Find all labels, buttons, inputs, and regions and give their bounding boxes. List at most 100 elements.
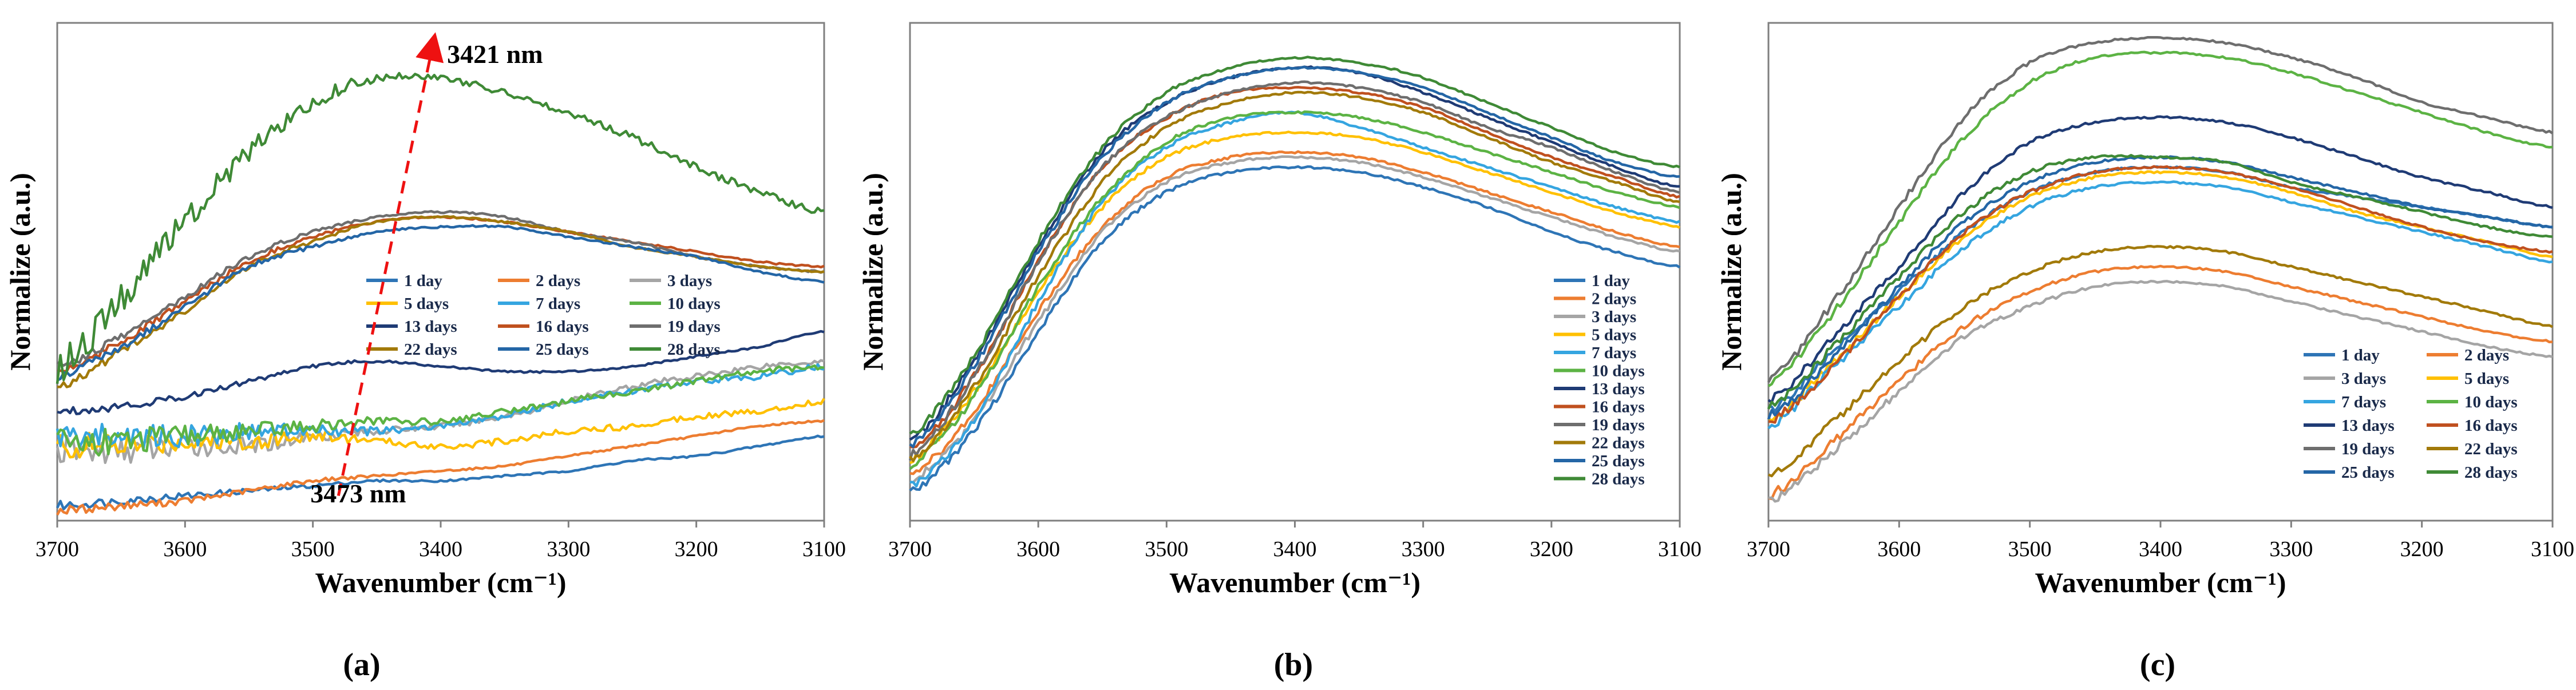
panel-label: (b): [1274, 647, 1313, 683]
legend-label: 2 days: [1592, 290, 1636, 308]
legend-label: 5 days: [1592, 326, 1636, 344]
x-tick-label: 3300: [547, 537, 590, 561]
legend-label: 22 days: [2464, 440, 2518, 458]
panel-b: 3700 3600 3500 3400 3300 3200 3100 Wavenumber (…: [857, 22, 1701, 683]
x-tick-label: 3100: [802, 537, 846, 561]
base-annotation: 3473 nm: [310, 479, 406, 508]
x-axis-title: Wavenumber (cm⁻¹): [1169, 566, 1420, 598]
series-line-16-days: [1768, 165, 2553, 424]
x-axis-title: Wavenumber (cm⁻¹): [315, 566, 566, 598]
legend-label: 25 days: [1592, 452, 1645, 470]
x-axis-title: Wavenumber (cm⁻¹): [2035, 566, 2286, 598]
series-line-3-days: [909, 155, 1680, 484]
series-line-28-days: [909, 55, 1680, 435]
legend-label: 1 day: [2341, 346, 2380, 364]
legend-label: 2 days: [536, 272, 580, 290]
legend-label: 28 days: [667, 340, 721, 359]
y-axis-title: Normalize (a.u.): [857, 173, 889, 371]
legend-label: 28 days: [1592, 470, 1645, 489]
legend-label: 16 days: [1592, 398, 1645, 417]
legend-label: 16 days: [536, 318, 589, 336]
panel-a: 3700 3600 3500 3400 3300 3200 3100 Wavenumber (…: [4, 22, 846, 683]
series-line-28-days: [56, 72, 825, 384]
x-tick-label: 3200: [2400, 537, 2444, 561]
x-tick-label: 3400: [1273, 537, 1317, 561]
legend-label: 3 days: [2341, 370, 2386, 388]
x-tick-label: 3500: [291, 537, 335, 561]
series-line-3-days: [1768, 280, 2553, 503]
legend: 1 day 2 days 3 days 5 days 7 days 10 days 13 d…: [2304, 346, 2518, 482]
legend-label: 7 days: [1592, 344, 1636, 362]
legend-label: 25 days: [2341, 463, 2395, 482]
legend-label: 19 days: [667, 318, 721, 336]
x-tick-label: 3700: [888, 537, 932, 561]
x-tick-label: 3300: [1402, 537, 1445, 561]
x-tick-label: 3200: [675, 537, 718, 561]
legend-label: 10 days: [2464, 393, 2518, 411]
x-tick-label: 3700: [1747, 537, 1790, 561]
y-axis-title: Normalize (a.u.): [1715, 173, 1747, 371]
legend-label: 25 days: [536, 340, 589, 359]
series-line-7-days: [1767, 180, 2553, 430]
x-tick-label: 3600: [1877, 537, 1921, 561]
series-line-28-days: [1767, 154, 2553, 410]
series-line-22-days: [1768, 244, 2553, 478]
peak-annotation: 3421 nm: [447, 39, 543, 69]
legend-label: 19 days: [1592, 416, 1645, 434]
legend-label: 16 days: [2464, 417, 2518, 435]
x-tick-label: 3700: [35, 537, 79, 561]
series-line-5-days: [909, 130, 1680, 465]
series-line-25-days: [57, 224, 825, 382]
series-line-10-days: [56, 364, 825, 457]
x-tick-label: 3200: [1530, 537, 1573, 561]
legend-label: 7 days: [536, 295, 580, 313]
legend-label: 2 days: [2464, 346, 2509, 364]
series-line-25-days: [909, 65, 1680, 449]
x-tick-label: 3500: [1145, 537, 1188, 561]
legend-label: 13 days: [404, 318, 457, 336]
legend-label: 5 days: [2464, 370, 2509, 388]
series-line-5-days: [56, 398, 825, 459]
series-line-19-days: [1767, 35, 2554, 383]
series-line-13-days: [57, 330, 825, 415]
x-tick-label: 3100: [1658, 537, 1701, 561]
panel-label: (a): [343, 647, 380, 683]
series-line-2-days: [56, 419, 825, 516]
legend-label: 3 days: [1592, 308, 1636, 326]
series-line-2-days: [909, 150, 1680, 475]
x-tick-label: 3400: [2139, 537, 2182, 561]
panel-c: 3700 3600 3500 3400 3300 3200 3100 Wavenumber (…: [1715, 22, 2574, 683]
series-line-2-days: [1768, 264, 2553, 501]
legend-label: 5 days: [404, 295, 449, 313]
series-line-10-days: [1767, 50, 2553, 387]
series-line-1-day: [56, 434, 825, 511]
legend-label: 13 days: [2341, 417, 2395, 435]
panel-label: (c): [2140, 647, 2175, 683]
x-tick-label: 3100: [2531, 537, 2574, 561]
legend-label: 19 days: [2341, 440, 2395, 458]
x-tick-label: 3600: [1016, 537, 1060, 561]
legend-label: 22 days: [1592, 434, 1645, 453]
series-line-13-days: [1767, 115, 2553, 404]
x-tick-label: 3500: [2008, 537, 2052, 561]
shift-arrow: [337, 32, 444, 497]
series-line-10-days: [909, 110, 1680, 470]
plot-frame: [1767, 22, 2554, 522]
legend-label: 13 days: [1592, 380, 1645, 398]
series-line-22-days: [909, 90, 1680, 462]
plot-frame: [909, 22, 1681, 522]
legend-label: 28 days: [2464, 463, 2518, 482]
legend-label: 7 days: [2341, 393, 2386, 411]
x-tick-label: 3300: [2269, 537, 2313, 561]
legend-label: 10 days: [667, 295, 721, 313]
legend-label: 1 day: [1592, 272, 1630, 290]
legend-label: 3 days: [667, 272, 712, 290]
y-axis-title: Normalize (a.u.): [4, 173, 36, 371]
series-line-16-days: [909, 86, 1680, 449]
legend-label: 22 days: [404, 340, 457, 359]
series-line-1-day: [909, 165, 1681, 492]
series-line-19-days: [908, 80, 1680, 461]
